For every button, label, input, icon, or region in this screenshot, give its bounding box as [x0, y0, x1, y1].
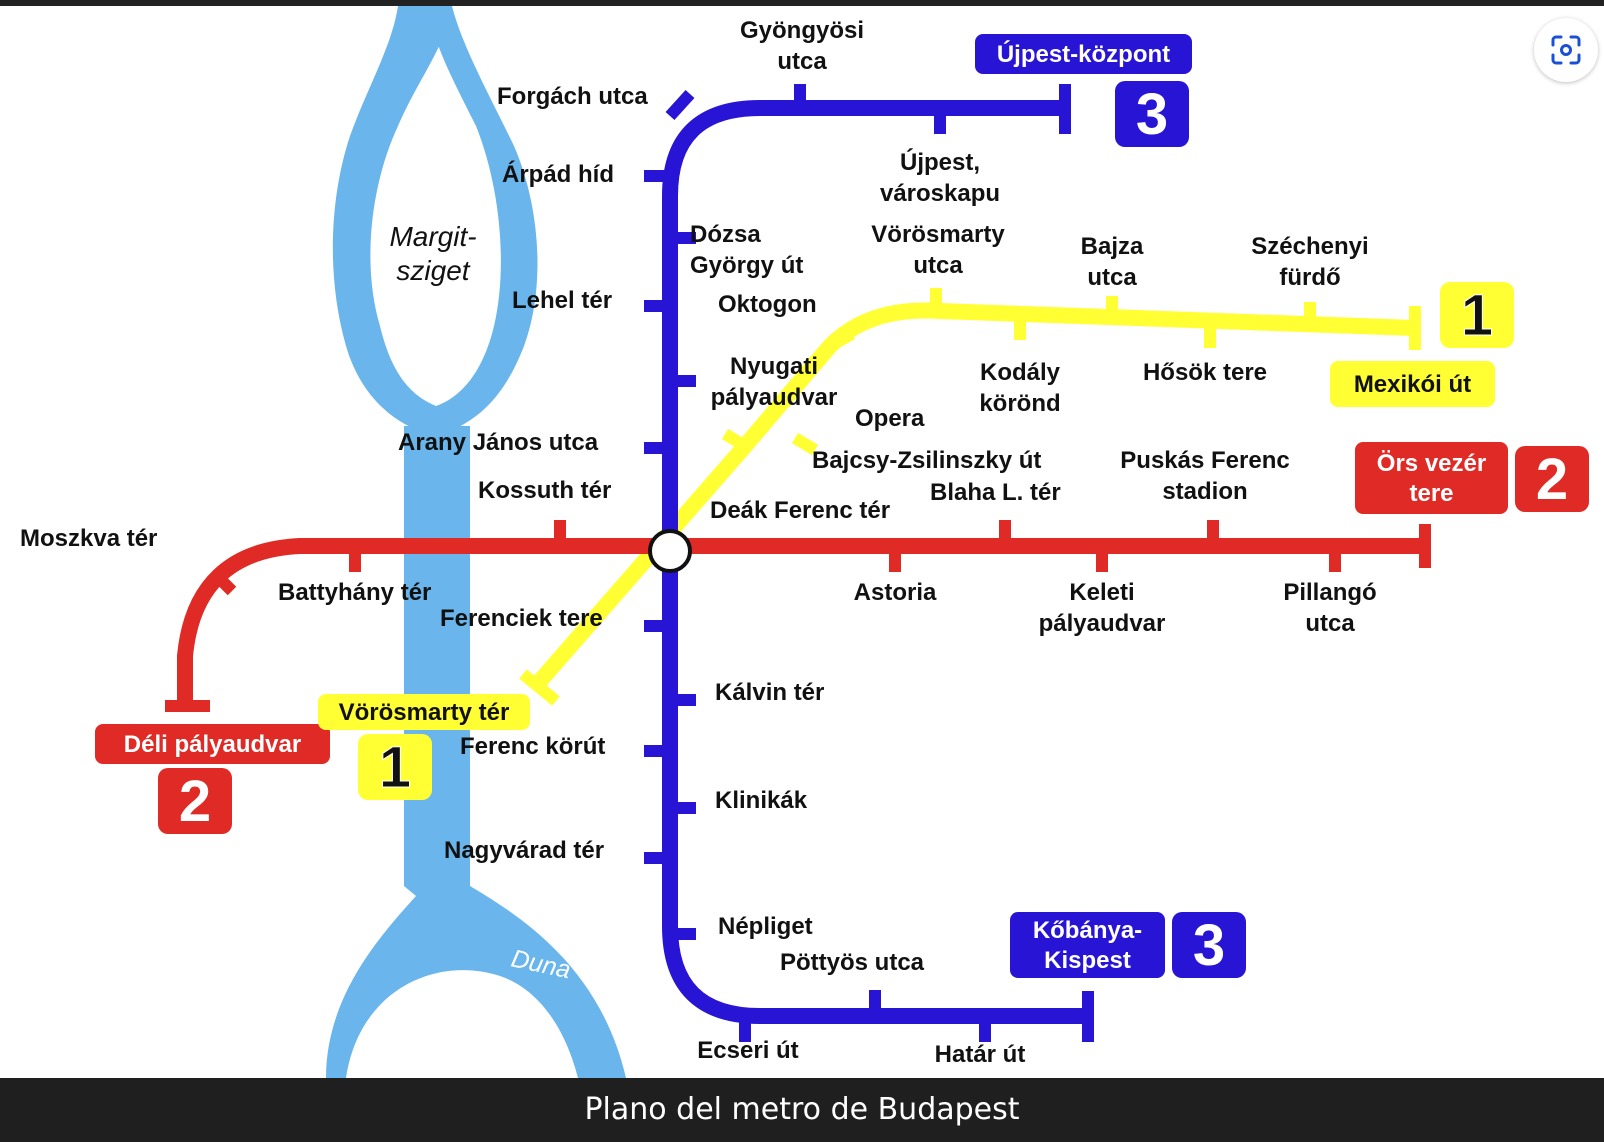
lens-scan-icon: [1551, 35, 1581, 65]
station-label-keleti[interactable]: pályaudvar: [1039, 610, 1166, 637]
badge-m3-north-label: 3: [1136, 82, 1168, 147]
metro-map-svg: Duna Margit- sziget Újpest-központMexikó…: [0, 6, 1604, 1078]
station-label-nepliget[interactable]: Népliget: [718, 913, 813, 940]
island-label-2: sziget: [396, 255, 470, 286]
station-tick: [721, 428, 749, 452]
station-tick: [827, 328, 855, 352]
station-label-kodaly[interactable]: körönd: [979, 390, 1060, 417]
island-label-1: Margit-: [389, 221, 476, 252]
river-main: [326, 426, 626, 1078]
station-label-bajza[interactable]: utca: [1087, 264, 1137, 291]
terminal-label-mexikoi[interactable]: Mexikói út: [1354, 371, 1471, 398]
station-label-arpad[interactable]: Árpád híd: [502, 160, 614, 188]
station-labels: Gyöngyösi utca Forgách utca Árpád híd Újpest…: [20, 17, 1377, 1068]
badge-m3-south: [1172, 912, 1246, 978]
station-label-blaha[interactable]: Blaha L. tér: [930, 479, 1061, 506]
river-arm-east: [398, 6, 538, 436]
badge-m2-east: [1515, 446, 1589, 512]
station-label-ferenciek[interactable]: Ferenciek tere: [440, 605, 603, 632]
terminal-box-vorosmarty-ter: [318, 694, 530, 730]
terminal-box-mexikoi: [1330, 361, 1495, 407]
station-label-ecseri[interactable]: Ecseri út: [697, 1037, 798, 1064]
station-label-opera[interactable]: Opera: [855, 405, 925, 432]
badge-m1-east: [1440, 282, 1514, 348]
station-label-dozsa[interactable]: Dózsa: [690, 221, 761, 248]
badge-m3-north: [1115, 81, 1189, 147]
station-label-deak[interactable]: Deák Ferenc tér: [710, 497, 890, 524]
badge-m2-east-label: 2: [1536, 447, 1568, 512]
station-label-nagyvarad[interactable]: Nagyvárad tér: [444, 837, 604, 864]
metro-map: Duna Margit- sziget Újpest-központ Mexikó…: [0, 6, 1604, 1078]
badge-m1-south-label: 1: [379, 735, 411, 800]
station-label-ujpest-varoskapu[interactable]: városkapu: [880, 180, 1000, 207]
station-label-keleti[interactable]: Keleti: [1069, 579, 1134, 606]
station-label-hosok[interactable]: Hősök tere: [1143, 359, 1267, 386]
station-label-bajcsy[interactable]: Bajcsy-Zsilinszky út: [812, 447, 1041, 474]
station-label-astoria[interactable]: Astoria: [854, 579, 937, 606]
terminal-boxes: Újpest-központ Mexikói út Örs vezér tere Dél…: [95, 34, 1589, 978]
station-label-szechenyi[interactable]: fürdő: [1279, 264, 1340, 291]
terminal-box-deli: [95, 724, 330, 764]
station-label-kodaly[interactable]: Kodály: [980, 359, 1061, 386]
station-label-nyugati[interactable]: Nyugati: [730, 353, 818, 380]
station-label-pillango[interactable]: utca: [1305, 610, 1355, 637]
station-label-moszkva[interactable]: Moszkva tér: [20, 525, 157, 552]
station-label-puskas[interactable]: stadion: [1162, 478, 1247, 505]
terminal-label-ujpest-kozpont[interactable]: Újpest-központ: [997, 40, 1170, 68]
station-label-forgach[interactable]: Forgách utca: [497, 83, 648, 110]
river-duna: [326, 6, 626, 1078]
station-label-arany[interactable]: Arany János utca: [398, 429, 599, 456]
station-label-vorosmarty-utca[interactable]: Vörösmarty: [871, 221, 1005, 248]
station-label-szechenyi[interactable]: Széchenyi: [1251, 233, 1368, 260]
station-label-pottyos[interactable]: Pöttyös utca: [780, 949, 925, 976]
station-tick: [519, 669, 560, 706]
station-label-nyugati[interactable]: pályaudvar: [711, 384, 838, 411]
terminal-box-ors-vezer: [1355, 442, 1508, 514]
badge-m3-south-label: 3: [1193, 913, 1225, 978]
terminal-label-kobanya-kispest[interactable]: Kőbánya-: [1033, 917, 1142, 944]
station-label-ujpest-varoskapu[interactable]: Újpest,: [900, 148, 980, 176]
station-label-pillango[interactable]: Pillangó: [1283, 579, 1376, 606]
station-label-puskas[interactable]: Puskás Ferenc: [1120, 447, 1289, 474]
station-label-klinikak[interactable]: Klinikák: [715, 787, 808, 814]
terminal-box-kobanya-kispest: [1010, 912, 1165, 978]
station-label-kalvin[interactable]: Kálvin tér: [715, 679, 824, 706]
badge-m2-west-label: 2: [179, 769, 211, 834]
station-label-hatar[interactable]: Határ út: [935, 1041, 1026, 1068]
station-label-kossuth[interactable]: Kossuth tér: [478, 477, 611, 504]
terminal-label-ors-vezer[interactable]: Örs vezér: [1377, 450, 1486, 477]
station-label-dozsa[interactable]: György út: [690, 252, 803, 279]
station-label-lehel[interactable]: Lehel tér: [512, 287, 612, 314]
station-ticks: [165, 84, 1431, 1042]
station-label-vorosmarty-utca[interactable]: utca: [913, 252, 963, 279]
river-arm-west: [332, 6, 452, 436]
terminal-label-vorosmarty-ter[interactable]: Vörösmarty tér: [339, 699, 510, 726]
terminal-box-ujpest-kozpont: [975, 34, 1192, 74]
station-label-bajza[interactable]: Bajza: [1081, 233, 1144, 260]
station-tick: [665, 89, 695, 121]
station-label-batthyany[interactable]: Battyhány tér: [278, 579, 431, 606]
station-label-gyongyosi[interactable]: utca: [777, 48, 827, 75]
badge-m2-west: [158, 768, 232, 834]
hub-deak-ferenc[interactable]: [648, 529, 692, 573]
station-label-gyongyosi[interactable]: Gyöngyösi: [740, 17, 864, 44]
badge-m1-south: [358, 734, 432, 800]
lens-scan-button[interactable]: [1534, 18, 1598, 82]
station-tick: [791, 432, 819, 456]
badge-m1-east-label: 1: [1461, 283, 1493, 348]
terminal-label-deli[interactable]: Déli pályaudvar: [124, 731, 301, 758]
station-label-ferenc-korut[interactable]: Ferenc körút: [460, 733, 605, 760]
station-label-oktogon[interactable]: Oktogon: [718, 291, 817, 318]
terminal-label-ors-vezer[interactable]: tere: [1409, 480, 1453, 507]
station-tick: [210, 569, 237, 596]
image-caption: Plano del metro de Budapest: [0, 1078, 1604, 1142]
terminal-label-kobanya-kispest[interactable]: Kispest: [1044, 947, 1131, 974]
